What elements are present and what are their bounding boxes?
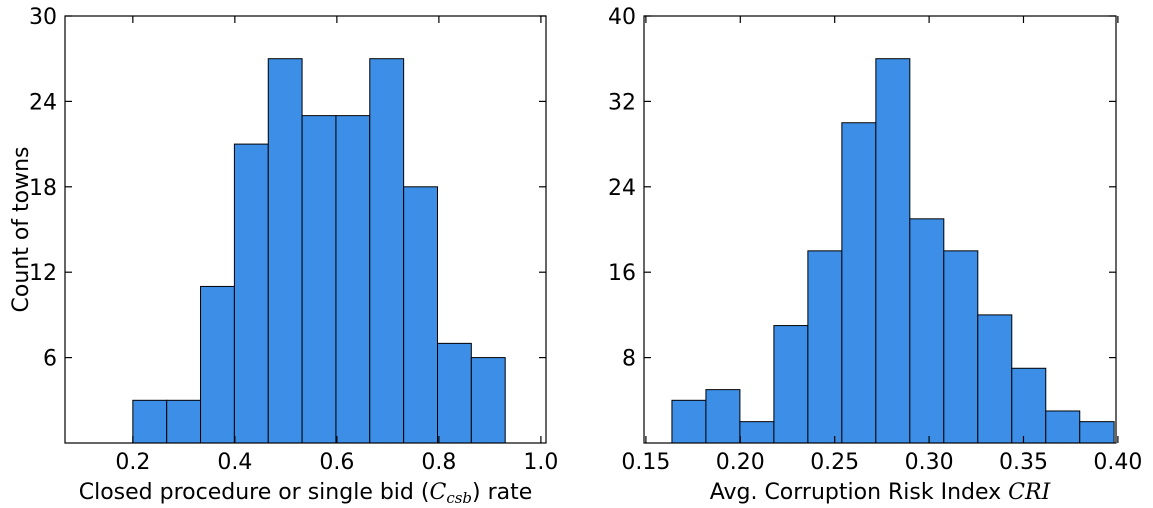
bar: [1045, 410, 1081, 444]
y-tick-label: 18: [29, 176, 57, 201]
x-axis-label-part: C: [429, 480, 446, 505]
bar: [671, 399, 707, 444]
bar: [403, 186, 439, 444]
bar: [437, 342, 472, 444]
bar: [200, 285, 235, 444]
y-axis-label: Count of towns: [9, 146, 34, 312]
y-tick-label: 6: [43, 347, 57, 372]
x-tick-label: 0.6: [319, 450, 354, 475]
bar: [909, 218, 945, 444]
y-tick-label: 16: [608, 261, 636, 286]
x-axis-label: Closed procedure or single bid (Ccsb) ra…: [79, 480, 533, 507]
bar: [773, 325, 809, 444]
bar: [267, 58, 303, 444]
x-axis-label-part: csb: [446, 489, 472, 507]
bar: [166, 399, 202, 444]
x-axis-label-part: Avg. Corruption Risk Index: [710, 480, 1008, 505]
y-tick-label: 8: [622, 347, 636, 372]
bar: [132, 399, 168, 444]
bar: [977, 314, 1013, 444]
bar: [841, 122, 877, 444]
x-tick-label: 0.4: [217, 450, 252, 475]
y-tick-label: 32: [608, 90, 636, 115]
x-axis-label-part: ) rate: [472, 480, 532, 505]
y-tick-label: 12: [29, 261, 57, 286]
plot-frame: [643, 15, 1117, 444]
bar: [1079, 421, 1115, 444]
x-tick-label: 0.35: [999, 450, 1048, 475]
y-tick-label: 24: [29, 90, 57, 115]
x-tick-label: 0.15: [621, 450, 670, 475]
bar: [705, 389, 741, 444]
x-tick-label: 0.30: [905, 450, 954, 475]
bar: [233, 143, 269, 444]
bar: [335, 115, 371, 444]
plot-frame: [64, 15, 547, 444]
x-tick-label: 0.40: [1093, 450, 1142, 475]
bar: [301, 115, 337, 444]
x-axis-label-part: CRI: [1008, 480, 1051, 505]
bar: [1011, 367, 1047, 444]
x-tick-label: 1.0: [523, 450, 558, 475]
bar: [369, 58, 405, 444]
bar: [739, 421, 775, 444]
x-tick-label: 0.8: [421, 450, 456, 475]
x-tick-label: 0.2: [115, 450, 150, 475]
x-axis-label: Avg. Corruption Risk Index CRI: [710, 480, 1052, 505]
y-tick-label: 30: [29, 5, 57, 30]
bar: [470, 357, 506, 444]
bar: [875, 58, 911, 444]
x-tick-label: 0.25: [810, 450, 859, 475]
bar: [943, 250, 979, 444]
y-tick-label: 24: [608, 176, 636, 201]
y-tick-label: 40: [608, 5, 636, 30]
x-tick-label: 0.20: [716, 450, 765, 475]
bar: [807, 250, 843, 444]
x-axis-label-part: Closed procedure or single bid (: [79, 480, 430, 505]
